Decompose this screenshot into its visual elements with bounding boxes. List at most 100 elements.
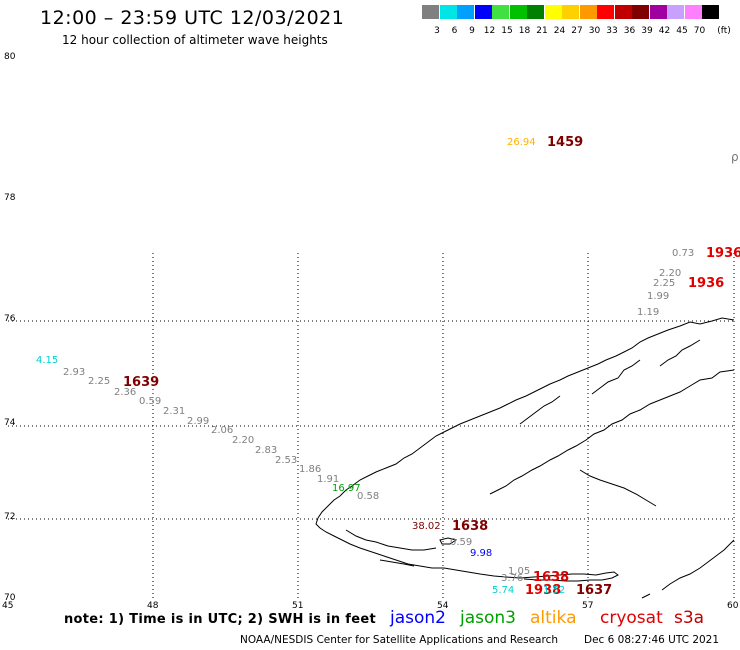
observation-label: 3.76 [501, 573, 524, 584]
legend-label: 21 [536, 26, 548, 36]
legend-label: 45 [676, 26, 688, 36]
coastline-far-east [641, 539, 735, 599]
observation-label: 2.31 [163, 406, 186, 417]
legend-swatch [579, 5, 597, 19]
legend-swatch [614, 5, 632, 19]
lat-label-74: 74 [4, 418, 16, 428]
lat-label-78: 78 [4, 193, 16, 203]
observation-label: 2.25 [88, 376, 111, 387]
legend-swatch [527, 5, 544, 19]
legend-swatch [439, 5, 457, 19]
timestamp-text: Dec 6 08:27:46 UTC 2021 [584, 634, 720, 646]
legend-label: 18 [518, 26, 531, 36]
satellite-label-jason2: jason2 [390, 608, 446, 628]
observation-label: 1938 [525, 583, 562, 598]
satellite-label-jason3: jason3 [460, 608, 516, 628]
observation-label: 2.93 [63, 367, 86, 378]
observation-label: 1.86 [299, 464, 322, 475]
observation-label: 1.99 [647, 291, 670, 302]
observation-label: 1638 [452, 519, 489, 534]
legend-label: 9 [469, 26, 475, 36]
coastline-main [315, 317, 735, 582]
legend-swatch [422, 5, 439, 19]
legend-label: 39 [641, 26, 653, 36]
observation-label: 26.94 [507, 137, 536, 148]
legend-swatch [474, 5, 492, 19]
observation-label: 1639 [123, 375, 160, 390]
legend-swatch [492, 5, 509, 19]
legend-swatch [562, 5, 579, 19]
observation-label: 2.83 [255, 445, 278, 456]
observation-label: 2.20 [659, 268, 682, 279]
lat-label-80: 80 [4, 52, 16, 62]
coastline-fjords-inner [519, 339, 701, 507]
coastline-islands-south [345, 529, 458, 567]
legend-swatch [702, 5, 719, 19]
lat-label-72: 72 [4, 512, 16, 522]
observation-label: 0.73 [672, 248, 695, 259]
lon-label-45: 45 [2, 601, 14, 611]
legend-swatch [684, 5, 702, 19]
observation-label: 4.15 [36, 355, 59, 366]
legend-label: 30 [588, 26, 601, 36]
credit-text: NOAA/NESDIS Center for Satellite Applica… [240, 634, 558, 646]
satellite-label-altika: altika [530, 608, 577, 628]
lat-label-76: 76 [4, 314, 16, 324]
observation-label: 1.19 [637, 307, 660, 318]
page-subtitle: 12 hour collection of altimeter wave hei… [62, 33, 328, 47]
lon-label-60: 60 [727, 601, 739, 611]
page-title: 12:00 – 23:59 UTC 12/03/2021 [40, 7, 345, 29]
observation-label: 2.06 [211, 425, 234, 436]
observation-label: 2.36 [114, 387, 137, 398]
satellite-label-cryosat: cryosat [600, 608, 663, 628]
legend-swatch [457, 5, 474, 19]
observation-label: 1637 [576, 583, 613, 598]
satellite-label-s3a: s3a [674, 608, 705, 628]
legend-swatch [597, 5, 614, 19]
observation-label: 0.59 [450, 537, 473, 548]
legend-swatch [544, 5, 562, 19]
legend-label: 42 [658, 26, 671, 36]
legend-label: 6 [451, 26, 458, 36]
observation-label: 1.05 [508, 566, 531, 577]
legend-swatch [649, 5, 667, 19]
observation-label: 5.74 [492, 585, 515, 596]
corner-symbol: ρ [731, 150, 739, 164]
observation-label: 16.97 [332, 483, 361, 494]
legend-label: 24 [553, 26, 566, 36]
coastline-fjords-east [489, 369, 735, 495]
coastline [315, 317, 735, 599]
observation-label: 1638 [533, 570, 570, 585]
observation-label: 0.58 [357, 491, 380, 502]
legend-swatch [632, 5, 649, 19]
legend-label: 12 [483, 26, 496, 36]
footer-note: note: 1) Time is in UTC; 2) SWH is in fe… [64, 612, 376, 627]
legend-label: 33 [606, 26, 618, 36]
legend-swatch [509, 5, 527, 19]
observation-label: 2.25 [653, 278, 676, 289]
observation-label: 1459 [547, 135, 584, 150]
legend-label: 27 [571, 26, 583, 36]
observation-label: 2.53 [275, 455, 298, 466]
lat-lon-grid [8, 253, 735, 598]
lon-label-48: 48 [147, 601, 159, 611]
observation-label: 38.02 [412, 521, 441, 532]
observation-label: 1936 [706, 246, 740, 261]
observation-label: 0.59 [139, 396, 162, 407]
legend-unit: (ft) [717, 26, 731, 36]
lat-label-70: 70 [4, 593, 16, 603]
legend-label: 70 [693, 26, 706, 36]
observation-label: 1.52 [543, 585, 566, 596]
observation-label: 2.99 [187, 416, 210, 427]
legend-swatch [667, 5, 684, 19]
legend-label: 3 [434, 26, 440, 36]
lon-label-54: 54 [437, 601, 449, 611]
legend-label: 15 [501, 26, 513, 36]
lon-label-51: 51 [292, 601, 304, 611]
lon-label-57: 57 [582, 601, 594, 611]
observation-label: 1.91 [317, 474, 340, 485]
observation-label: 1936 [688, 276, 725, 291]
observation-label: 9.98 [470, 548, 493, 559]
observation-label: 2.20 [232, 435, 255, 446]
